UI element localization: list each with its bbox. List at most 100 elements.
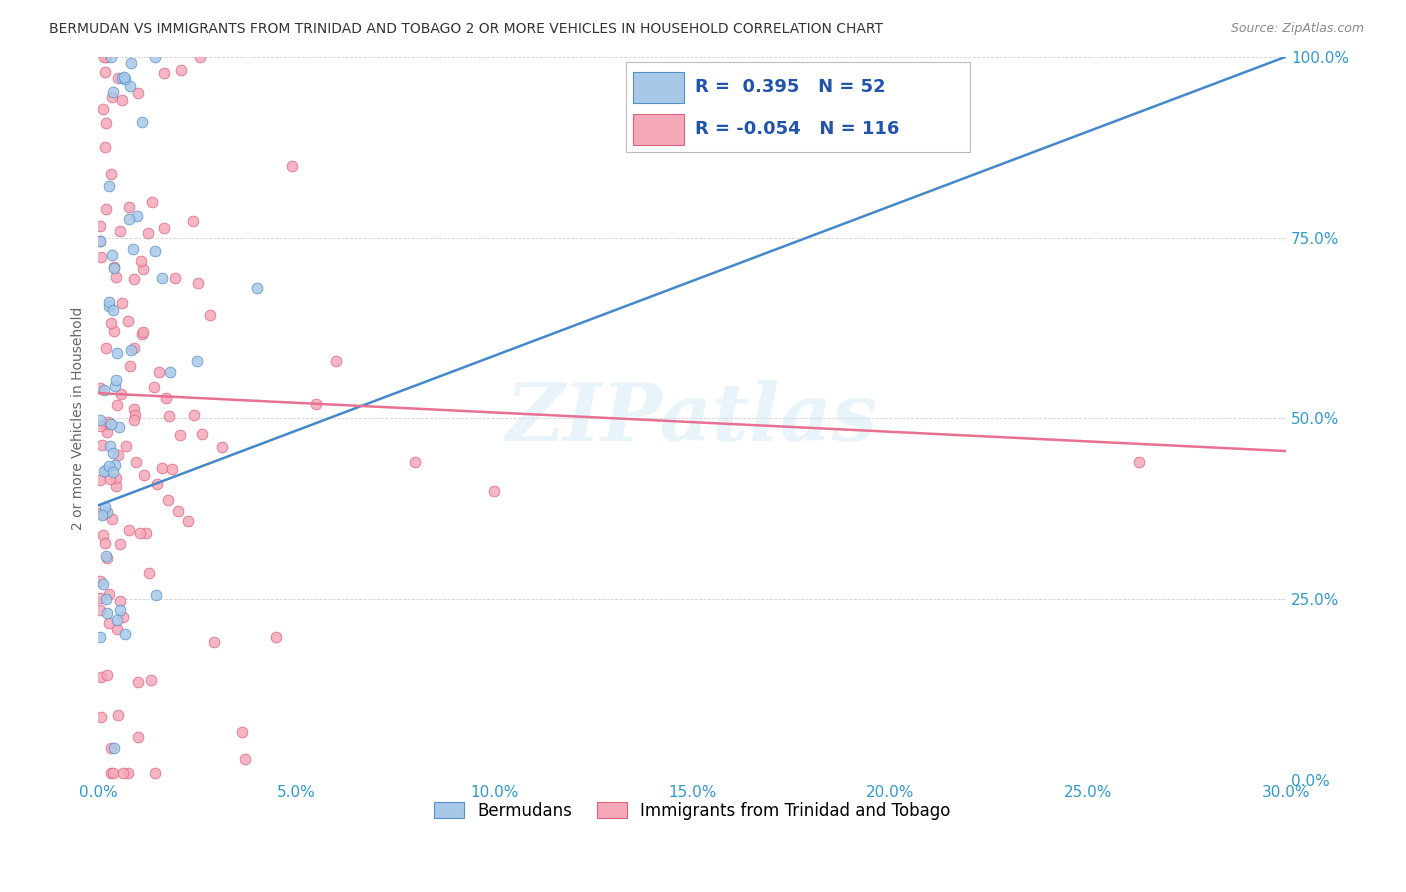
Point	[148, 365, 170, 379]
Point	[105, 471, 128, 485]
Point	[101, 766, 124, 780]
Point	[105, 613, 128, 627]
Point	[94, 549, 117, 563]
Point	[325, 353, 347, 368]
Point	[89, 419, 111, 434]
Point	[93, 464, 115, 478]
Point	[96, 550, 118, 565]
Point	[111, 93, 134, 107]
Point	[98, 438, 121, 452]
Point	[100, 766, 122, 780]
Point	[91, 438, 114, 452]
Point	[120, 343, 142, 357]
Point	[129, 525, 152, 540]
Point	[110, 594, 132, 608]
Point	[124, 408, 146, 422]
Point	[89, 574, 111, 589]
Point	[150, 461, 173, 475]
Point	[162, 462, 184, 476]
Point	[93, 50, 115, 64]
Point	[200, 308, 222, 322]
Point	[105, 478, 128, 492]
Point	[122, 272, 145, 286]
Point	[155, 391, 177, 405]
Point	[91, 528, 114, 542]
Text: R =  0.395   N = 52: R = 0.395 N = 52	[695, 78, 886, 96]
Point	[89, 603, 111, 617]
Point	[141, 194, 163, 209]
Point	[101, 512, 124, 526]
Point	[98, 587, 121, 601]
Point	[1128, 455, 1150, 469]
Point	[111, 71, 134, 86]
Point	[141, 673, 163, 688]
Point	[170, 62, 193, 77]
Point	[96, 116, 118, 130]
Point	[124, 341, 146, 355]
Point	[128, 674, 150, 689]
Point	[157, 409, 180, 424]
Point	[93, 383, 115, 397]
Point	[103, 324, 125, 338]
Point	[117, 766, 139, 780]
Point	[96, 667, 118, 681]
Point	[135, 525, 157, 540]
Point	[143, 244, 166, 258]
Point	[96, 607, 118, 621]
Point	[110, 387, 132, 401]
Point	[100, 248, 122, 262]
Point	[127, 209, 149, 223]
Point	[191, 427, 214, 442]
Point	[96, 505, 118, 519]
Point	[89, 591, 111, 605]
Point	[105, 398, 128, 412]
Point	[96, 592, 118, 607]
Point	[117, 212, 139, 227]
Point	[111, 766, 134, 780]
Point	[111, 609, 134, 624]
Point	[264, 631, 287, 645]
FancyBboxPatch shape	[633, 114, 685, 145]
Point	[108, 537, 131, 551]
Point	[118, 523, 141, 537]
Point	[281, 159, 304, 173]
Point	[146, 477, 169, 491]
Point	[98, 299, 121, 313]
Text: R = -0.054   N = 116: R = -0.054 N = 116	[695, 120, 898, 138]
Point	[100, 167, 122, 181]
Text: ZIPatlas: ZIPatlas	[506, 380, 879, 458]
Point	[89, 630, 111, 644]
Y-axis label: 2 or more Vehicles in Household: 2 or more Vehicles in Household	[72, 307, 86, 530]
Point	[94, 140, 117, 154]
Point	[169, 427, 191, 442]
Point	[107, 708, 129, 723]
Point	[107, 448, 129, 462]
Point	[89, 473, 111, 487]
Point	[101, 86, 124, 100]
Point	[143, 766, 166, 780]
Point	[89, 234, 111, 248]
Point	[100, 417, 122, 432]
Point	[89, 412, 111, 426]
Point	[233, 752, 256, 766]
Point	[98, 472, 121, 486]
Point	[124, 455, 146, 469]
Point	[110, 603, 132, 617]
Point	[110, 224, 132, 238]
Point	[100, 90, 122, 104]
FancyBboxPatch shape	[633, 72, 685, 103]
Point	[101, 302, 124, 317]
Point	[112, 70, 135, 85]
Point	[187, 277, 209, 291]
Point	[94, 50, 117, 64]
Point	[105, 622, 128, 636]
Point	[484, 483, 506, 498]
Point	[117, 314, 139, 328]
Point	[127, 730, 149, 744]
Point	[93, 507, 115, 521]
Point	[120, 55, 142, 70]
Point	[94, 341, 117, 355]
Point	[103, 445, 125, 459]
Point	[231, 725, 253, 739]
Point	[105, 345, 128, 359]
